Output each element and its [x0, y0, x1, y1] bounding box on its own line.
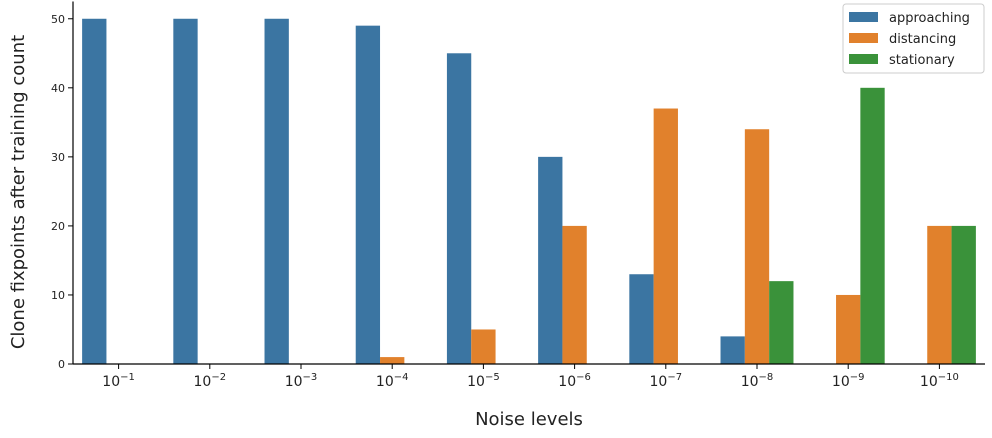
- x-tick-label: 10−3: [285, 372, 318, 390]
- y-tick-label: 40: [51, 82, 65, 95]
- bars-group: [82, 18, 976, 365]
- x-tick-label: 10−5: [467, 372, 500, 390]
- bar-approaching-1: [173, 18, 198, 365]
- x-tick-label: 10−9: [832, 372, 865, 390]
- bar-stationary-9: [951, 225, 976, 364]
- x-tick-label: 10−8: [741, 372, 774, 390]
- bar-distancing-4: [471, 329, 496, 364]
- legend-label-approaching: approaching: [889, 11, 970, 26]
- bar-approaching-4: [446, 53, 472, 365]
- bar-distancing-5: [562, 225, 587, 364]
- bar-distancing-7: [744, 129, 770, 364]
- legend-swatch-distancing: [849, 33, 878, 43]
- legend-label-stationary: stationary: [889, 53, 955, 68]
- bar-approaching-7: [720, 336, 745, 364]
- y-tick-label: 20: [51, 220, 65, 233]
- x-axis-label: Noise levels: [475, 409, 583, 430]
- y-tick-label: 30: [51, 151, 65, 164]
- bar-distancing-6: [653, 108, 678, 365]
- axes-group: 0 10 20 30 40 50 10−1 10−2 10−3 10−4 10−5 10−6 10−7 1…: [51, 1, 985, 390]
- bar-distancing-8: [836, 294, 861, 364]
- legend-swatch-approaching: [849, 12, 878, 22]
- x-tick-label: 10−7: [650, 372, 683, 390]
- y-tick-label: 0: [58, 358, 65, 371]
- x-tick-label: 10−1: [102, 372, 135, 390]
- bar-stationary-8: [860, 87, 885, 365]
- x-tick-label: 10−10: [920, 372, 959, 390]
- legend: approaching distancing stationary: [842, 3, 985, 74]
- legend-label-distancing: distancing: [889, 32, 956, 47]
- y-tick-label: 10: [51, 289, 65, 302]
- x-tick-label: 10−2: [194, 372, 227, 390]
- y-tick-label: 50: [51, 13, 65, 26]
- bar-approaching-3: [355, 25, 381, 365]
- legend-swatch-stationary: [849, 54, 878, 64]
- x-tick-label: 10−6: [558, 372, 591, 390]
- legend-box: [842, 3, 985, 74]
- x-tick-label: 10−4: [376, 372, 409, 390]
- bar-stationary-7: [769, 281, 794, 364]
- bar-distancing-3: [380, 357, 405, 364]
- bar-distancing-9: [927, 225, 952, 364]
- bar-approaching-0: [82, 18, 107, 365]
- bar-approaching-5: [538, 156, 563, 364]
- bar-approaching-6: [629, 274, 654, 364]
- bar-approaching-2: [264, 18, 289, 365]
- y-axis-label: Clone fixpoints after training count: [8, 35, 29, 349]
